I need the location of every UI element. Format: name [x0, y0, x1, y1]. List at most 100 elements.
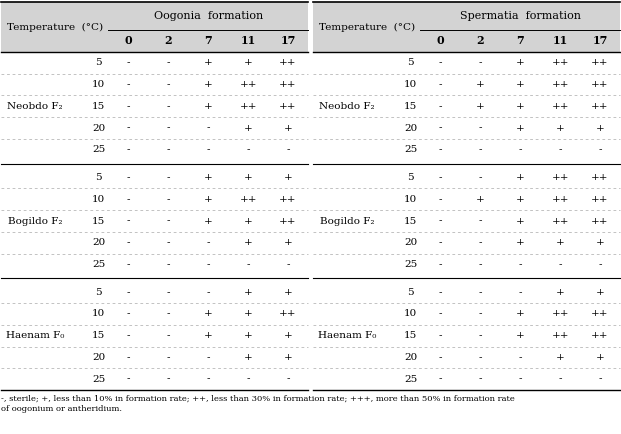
Text: 15: 15	[92, 102, 105, 111]
Text: 5: 5	[407, 58, 414, 67]
Text: +: +	[244, 173, 253, 182]
Bar	[1, 2, 308, 30]
Text: 25: 25	[92, 260, 105, 269]
Text: -: -	[127, 124, 130, 132]
Text: -: -	[206, 375, 210, 384]
Text: +: +	[204, 331, 212, 340]
Text: -: -	[438, 80, 442, 89]
Text: 20: 20	[92, 238, 105, 247]
Text: +: +	[284, 331, 292, 340]
Text: -: -	[206, 260, 210, 269]
Text: -: -	[286, 375, 290, 384]
Text: -: -	[127, 331, 130, 340]
Text: -: -	[206, 145, 210, 155]
Text: -: -	[206, 238, 210, 247]
Text: 20: 20	[404, 124, 417, 132]
Text: +: +	[516, 124, 525, 132]
Text: -: -	[479, 260, 482, 269]
Text: -: -	[166, 353, 170, 362]
Text: 5: 5	[95, 58, 102, 67]
Text: -: -	[166, 238, 170, 247]
Text: 11: 11	[553, 36, 568, 46]
Text: -: -	[166, 375, 170, 384]
Text: +: +	[244, 309, 253, 319]
Text: +: +	[516, 238, 525, 247]
Text: 10: 10	[404, 195, 417, 204]
Text: +: +	[596, 124, 604, 132]
Text: +: +	[284, 353, 292, 362]
Text: 17: 17	[592, 36, 608, 46]
Text: +: +	[516, 173, 525, 182]
Text: -: -	[166, 288, 170, 297]
Text: -: -	[247, 260, 250, 269]
Text: ++: ++	[551, 58, 569, 67]
Text: ++: ++	[551, 102, 569, 111]
Text: 10: 10	[404, 309, 417, 319]
Text: ++: ++	[551, 195, 569, 204]
Text: -: -	[286, 145, 290, 155]
Text: ++: ++	[279, 217, 297, 226]
Text: -: -	[479, 331, 482, 340]
Text: Temperature  (°C): Temperature (°C)	[7, 23, 103, 32]
Text: -: -	[438, 58, 442, 67]
Text: -: -	[206, 353, 210, 362]
Text: 5: 5	[407, 288, 414, 297]
Bar	[1, 30, 308, 52]
Text: ++: ++	[591, 80, 609, 89]
Text: 20: 20	[404, 353, 417, 362]
Text: -: -	[438, 288, 442, 297]
Text: 15: 15	[92, 331, 105, 340]
Text: Temperature  (°C): Temperature (°C)	[319, 23, 415, 32]
Text: -: -	[166, 80, 170, 89]
Text: +: +	[556, 238, 564, 247]
Text: 20: 20	[92, 353, 105, 362]
Text: -: -	[127, 145, 130, 155]
Text: -: -	[479, 309, 482, 319]
Text: 15: 15	[92, 217, 105, 226]
Text: +: +	[244, 217, 253, 226]
Text: +: +	[204, 217, 212, 226]
Text: -: -	[286, 260, 290, 269]
Text: +: +	[244, 353, 253, 362]
Text: -: -	[598, 145, 602, 155]
Text: ++: ++	[551, 173, 569, 182]
Text: 25: 25	[404, 260, 417, 269]
Text: -: -	[166, 309, 170, 319]
Text: -: -	[127, 80, 130, 89]
Text: +: +	[204, 195, 212, 204]
Text: 2: 2	[476, 36, 484, 46]
Text: -: -	[127, 58, 130, 67]
Text: -: -	[438, 124, 442, 132]
Text: 10: 10	[92, 195, 105, 204]
Text: -: -	[166, 217, 170, 226]
Text: +: +	[204, 309, 212, 319]
Text: +: +	[284, 124, 292, 132]
Text: -: -	[438, 353, 442, 362]
Text: -: -	[247, 145, 250, 155]
Text: -: -	[127, 309, 130, 319]
Text: -: -	[519, 145, 522, 155]
Text: ++: ++	[591, 102, 609, 111]
Text: ++: ++	[279, 309, 297, 319]
Text: 25: 25	[404, 145, 417, 155]
Text: +: +	[244, 238, 253, 247]
Text: 2: 2	[165, 36, 172, 46]
Text: +: +	[284, 288, 292, 297]
Text: +: +	[556, 353, 564, 362]
Text: Haenam F₀: Haenam F₀	[317, 331, 376, 340]
Text: +: +	[476, 195, 484, 204]
Text: Neobdo F₂: Neobdo F₂	[319, 102, 374, 111]
Text: -: -	[519, 375, 522, 384]
Text: -: -	[438, 217, 442, 226]
Text: -: -	[127, 217, 130, 226]
Text: 15: 15	[404, 331, 417, 340]
Text: -: -	[519, 353, 522, 362]
Text: 10: 10	[92, 309, 105, 319]
Text: +: +	[204, 173, 212, 182]
Text: -: -	[166, 173, 170, 182]
Text: ++: ++	[279, 58, 297, 67]
Bar	[313, 30, 620, 52]
Text: +: +	[204, 80, 212, 89]
Text: -: -	[166, 145, 170, 155]
Text: -: -	[127, 195, 130, 204]
